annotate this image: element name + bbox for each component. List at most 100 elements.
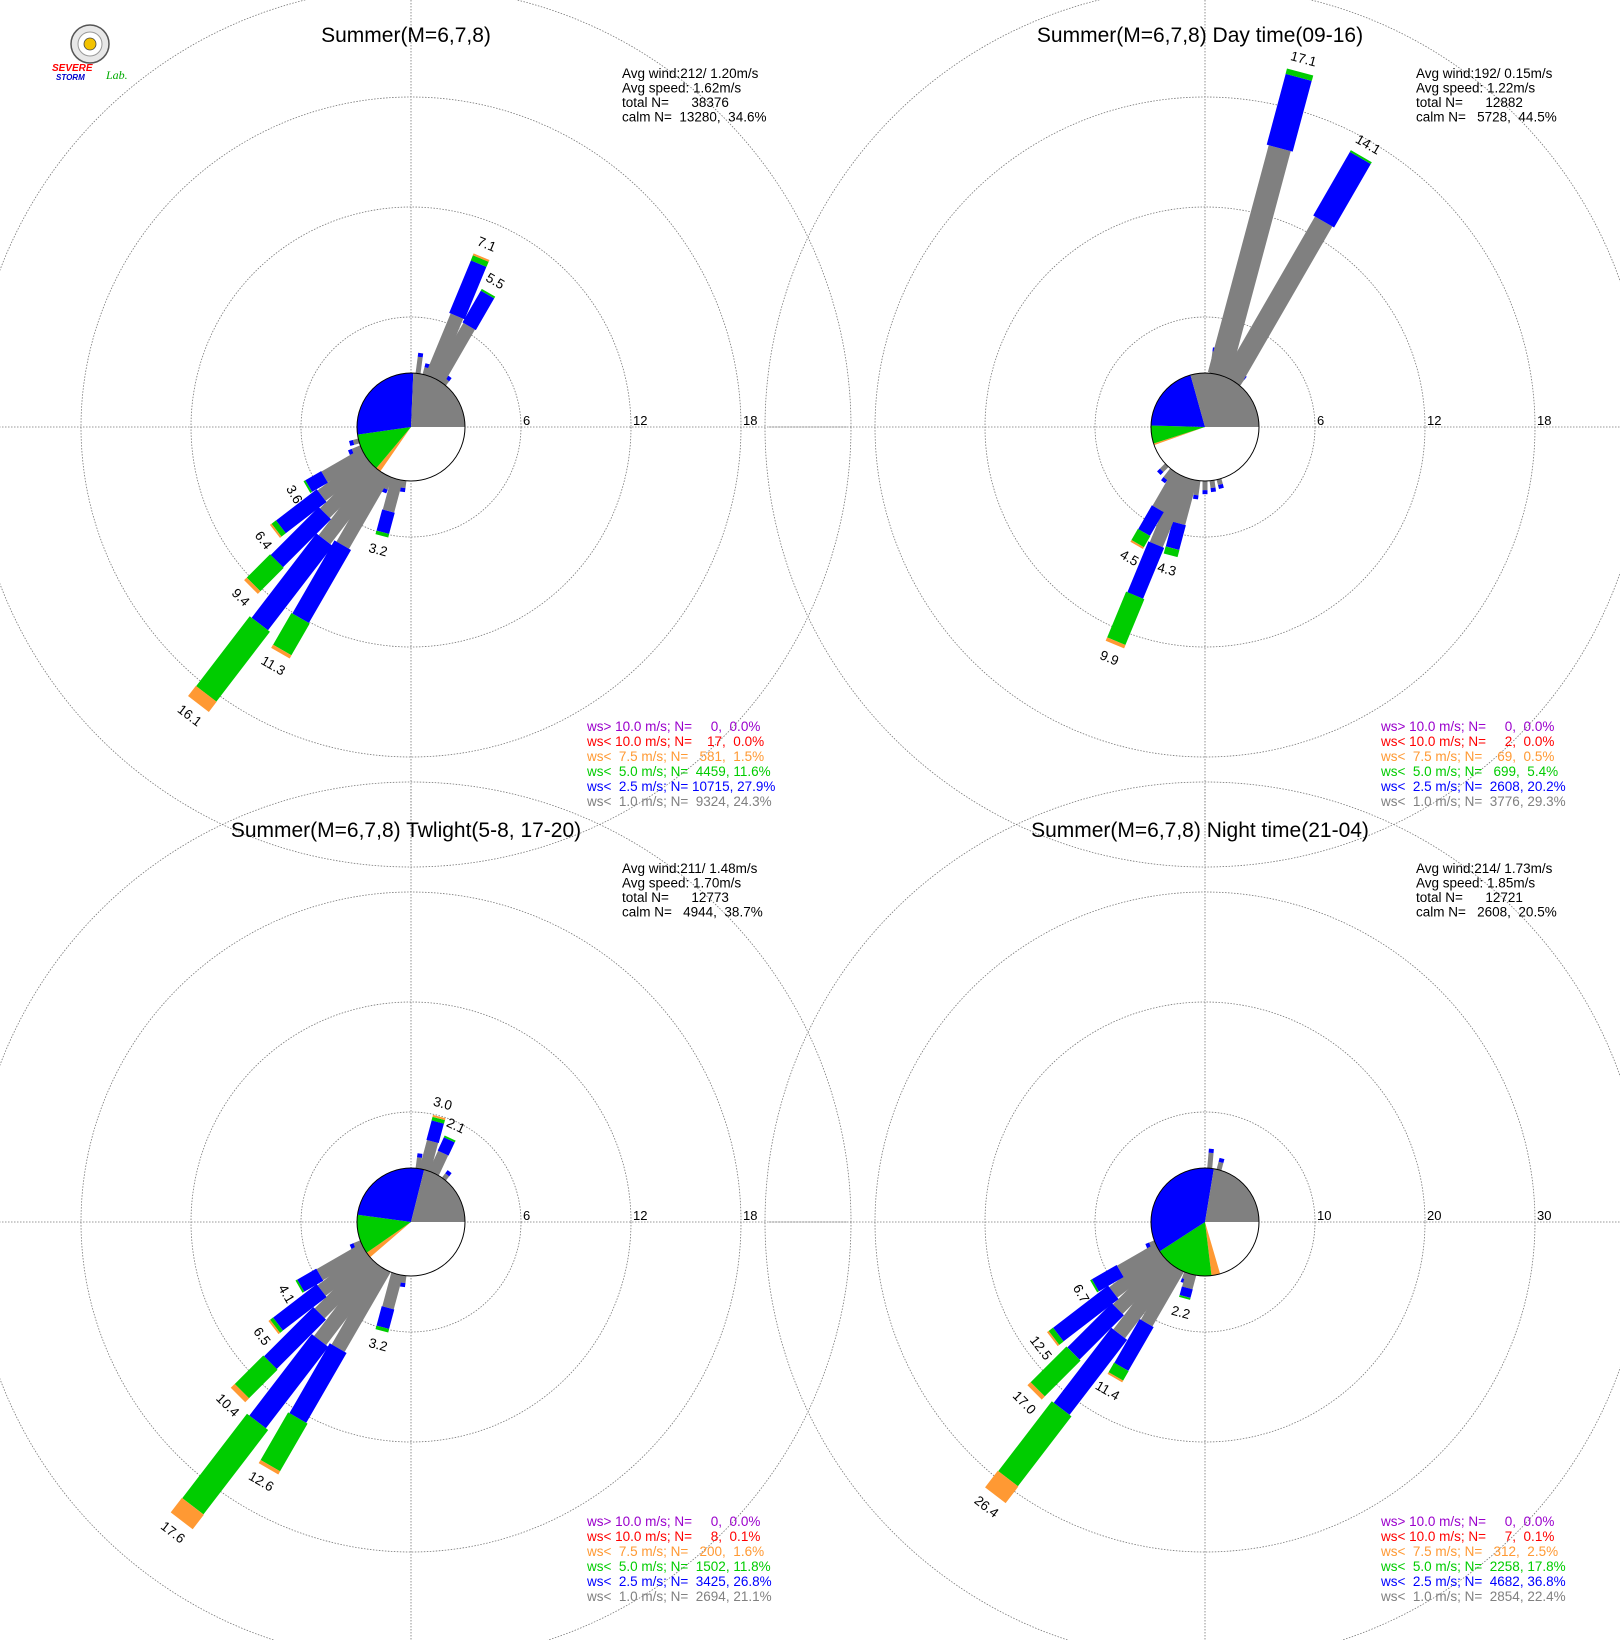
direction-bar-segment <box>1109 1249 1167 1298</box>
direction-bar-segment <box>1105 637 1126 649</box>
direction-bar-segment <box>998 1401 1072 1487</box>
legend-entry: ws< 1.0 m/s; N= 3776, 29.3% <box>1380 794 1566 809</box>
direction-bar-segment <box>1047 1330 1060 1347</box>
panel-title: Summer(M=6,7,8) Twlight(5-8, 17-20) <box>231 819 581 842</box>
legend-entry: ws< 5.0 m/s; N= 4459, 11.6% <box>586 764 771 779</box>
small-direction-bar-tip <box>445 375 452 382</box>
direction-bar-segment <box>314 1255 378 1319</box>
ring-label: 18 <box>1537 413 1551 428</box>
direction-bar-segment <box>1091 1264 1124 1292</box>
direction-bar-segment <box>321 448 368 483</box>
direction-bar-segment <box>331 1265 391 1352</box>
severe-storm-lab-logo: SEVERE STORM Lab. <box>48 22 148 86</box>
bar-value-label: 17.1 <box>1289 48 1318 69</box>
direction-bar-segment <box>1131 528 1151 548</box>
bar-value-label: 11.3 <box>258 653 287 679</box>
direction-bar-segment <box>317 454 373 501</box>
direction-bar-segment <box>1152 470 1184 512</box>
small-direction-bar-tip <box>417 352 424 358</box>
small-direction-bar-tip <box>399 487 406 493</box>
direction-bar-segment <box>297 1268 324 1292</box>
stats-line: calm N= 13280, 34.6% <box>622 110 766 125</box>
direction-bar-segment <box>1130 539 1144 549</box>
small-direction-bar <box>441 378 450 386</box>
direction-bar-segment <box>1114 1319 1154 1371</box>
small-direction-bar-tip <box>1210 487 1217 493</box>
bar-value-label: 12.6 <box>246 1468 276 1494</box>
logo-text-storm: STORM <box>56 73 85 82</box>
legend-entry: ws< 1.0 m/s; N= 2694, 21.1% <box>586 1589 772 1604</box>
legend-entry: ws< 7.5 m/s; N= 581, 1.5% <box>586 749 764 764</box>
small-direction-bar <box>1193 480 1201 496</box>
direction-bar-segment <box>317 1249 373 1296</box>
bar-value-label: 5.5 <box>483 270 507 292</box>
pie-wedge <box>1205 1222 1259 1274</box>
direction-bar-segment <box>1285 68 1314 81</box>
direction-bar-segment <box>188 685 217 712</box>
pie-wedge <box>357 427 411 469</box>
direction-bar-segment <box>375 530 390 538</box>
direction-bar-segment <box>170 1497 204 1530</box>
direction-bar-segment <box>270 506 332 568</box>
direction-bar-segment <box>295 1279 305 1293</box>
direction-bar-segment <box>432 322 475 384</box>
small-direction-bar-tip <box>347 448 354 456</box>
direction-bar-segment <box>470 255 489 267</box>
direction-bar-segment <box>376 509 395 534</box>
stats-line: Avg wind:212/ 1.20m/s <box>622 66 759 81</box>
stats-line: Avg speed: 1.22m/s <box>1416 81 1535 96</box>
bar-value-label: 4.5 <box>1118 547 1142 569</box>
small-direction-bar-tip <box>349 1243 356 1250</box>
wind-rose-panel: 10 20 30 Summer(M=6,7,8) Night time(21-04) A… <box>764 781 1620 1640</box>
direction-bar-segment <box>1112 1255 1172 1315</box>
legend-entry: ws> 10.0 m/s; N= 0, 0.0% <box>586 719 760 734</box>
direction-bar-segment <box>1090 1279 1099 1293</box>
direction-bar-segment <box>1027 1382 1045 1400</box>
bar-value-label: 6.5 <box>250 1324 273 1348</box>
direction-bar-segment <box>196 616 270 702</box>
calm-circle <box>356 372 466 482</box>
stats-line: Avg speed: 1.70m/s <box>622 876 741 891</box>
pie-wedge <box>1205 1168 1259 1222</box>
ring-label: 12 <box>1427 413 1441 428</box>
small-direction-bar <box>415 1157 422 1169</box>
direction-bar-segment <box>292 540 352 624</box>
bar-value-label: 2.2 <box>1170 1303 1192 1322</box>
small-direction-bar <box>1216 478 1223 486</box>
legend-entry: ws< 2.5 m/s; N= 4682, 36.8% <box>1380 1574 1566 1589</box>
small-direction-bar <box>400 480 407 489</box>
small-direction-bar <box>1216 1161 1224 1171</box>
ring-label: 6 <box>1317 413 1324 428</box>
pie-wedge <box>1159 1222 1212 1276</box>
bar-value-label: 6.4 <box>252 528 276 552</box>
small-direction-bar-tip <box>381 487 388 494</box>
panel-title: Summer(M=6,7,8) Day time(09-16) <box>1037 24 1363 47</box>
bar-value-label: 2.1 <box>444 1115 467 1137</box>
direction-bar-segment <box>428 1150 449 1176</box>
ring-label: 18 <box>743 413 757 428</box>
direction-bar-segment <box>1117 1243 1162 1277</box>
direction-bar-segment <box>376 1306 395 1329</box>
small-direction-bar-tip <box>417 1153 423 1158</box>
direction-bar-segment <box>480 288 496 299</box>
ring-label: 10 <box>1317 1208 1331 1223</box>
wind-rose-panel: 6 12 18 Summer(M=6,7,8) Day time(09-16) Avg … <box>764 0 1620 868</box>
bar-value-label: 17.0 <box>1010 1388 1039 1417</box>
direction-bar-segment <box>268 1319 281 1335</box>
direction-bar-segment <box>305 471 328 492</box>
small-direction-bar-tip <box>1217 483 1224 489</box>
direction-bar-segment <box>1179 1286 1193 1298</box>
direction-bar-segment <box>289 1343 347 1423</box>
small-direction-bar <box>352 438 360 445</box>
legend-entry: ws< 7.5 m/s; N= 200, 1.6% <box>586 1544 764 1559</box>
legend-entry: ws> 10.0 m/s; N= 0, 0.0% <box>1380 719 1554 734</box>
stats-line: total N= 12882 <box>1416 95 1523 110</box>
direction-bar-segment <box>1113 1260 1178 1339</box>
pie-wedge <box>376 427 411 472</box>
ring-label: 6 <box>523 413 530 428</box>
direction-bar-segment <box>318 465 385 545</box>
small-direction-bar <box>353 1240 363 1248</box>
direction-bar-segment <box>273 1284 327 1331</box>
legend-entry: ws< 2.5 m/s; N= 3425, 26.8% <box>586 1574 772 1589</box>
